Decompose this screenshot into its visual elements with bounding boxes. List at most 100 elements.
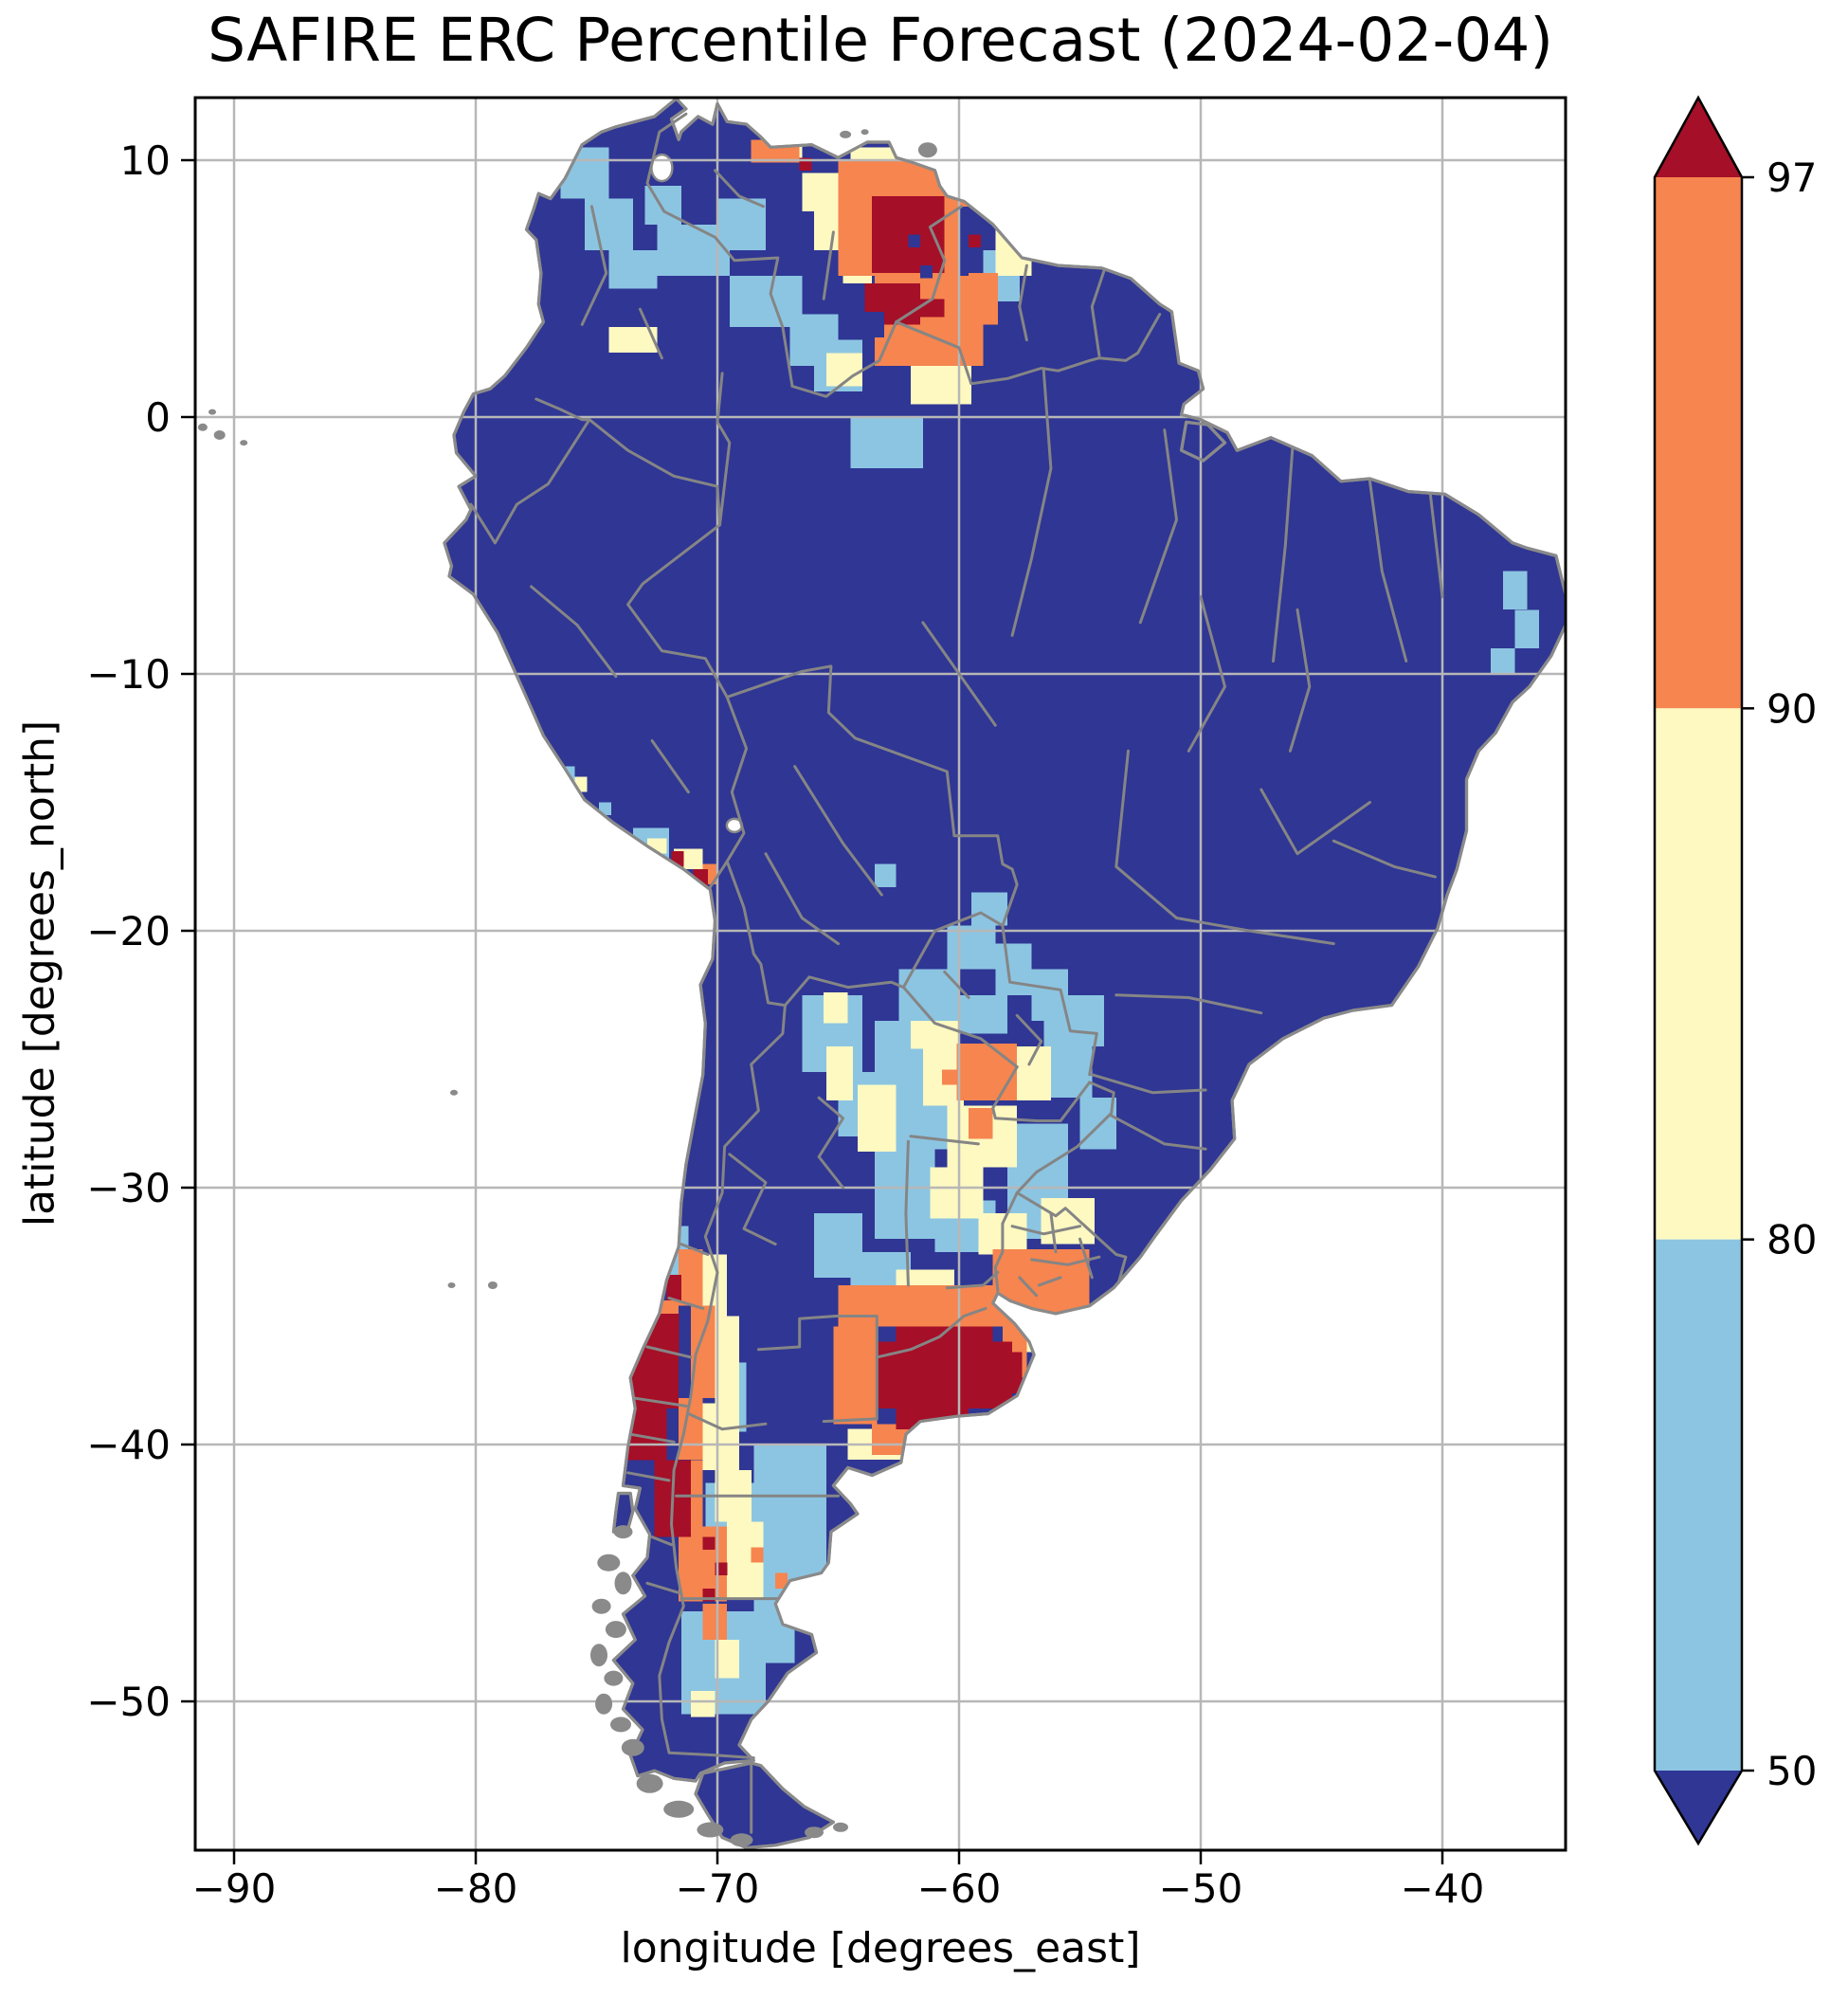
raster-cell-db [860, 311, 884, 337]
colorbar-extend-lower [1655, 1771, 1742, 1844]
admin-border-line [645, 112, 794, 388]
island [613, 1525, 633, 1539]
island [605, 1621, 626, 1639]
colorbar-segment-80-90 [1655, 708, 1742, 1240]
colorbar-tick-label: 90 [1766, 685, 1817, 732]
raster-cell-dr [920, 1428, 957, 1443]
island [833, 1822, 848, 1832]
plot-border [193, 96, 1567, 1852]
island [805, 1826, 824, 1839]
figure-title: SAFIRE ERC Percentile Forecast (2024-02-… [208, 6, 1553, 75]
raster-cell-or [942, 1069, 957, 1085]
admin-border-line [822, 1417, 879, 1424]
map-area [195, 98, 1566, 1850]
admin-border-line [1259, 788, 1371, 856]
admin-border-line [628, 1432, 676, 1444]
admin-border-line [1015, 1081, 1115, 1194]
raster-cell-cr [702, 1403, 739, 1471]
y-tick-label: 0 [145, 394, 171, 441]
raster-cell-dr [666, 1275, 681, 1301]
admin-border-line [904, 1139, 910, 1287]
admin-border-line [1037, 1276, 1062, 1287]
x-tick-label: −40 [1401, 1865, 1485, 1912]
raster-cell-db [908, 234, 921, 248]
admin-border-line [756, 1315, 838, 1352]
admin-border-line [945, 1270, 1000, 1290]
y-tick-label: −10 [86, 651, 171, 698]
raster-cell-lb [1502, 571, 1528, 610]
admin-border-line [728, 1153, 777, 1246]
admin-border-line [822, 230, 835, 300]
admin-border-line [1078, 1237, 1094, 1280]
y-tick-label: −40 [86, 1422, 171, 1468]
admin-border-line [650, 739, 690, 794]
admin-border-line [909, 1135, 980, 1146]
raster-cell-lb [995, 943, 1032, 995]
admin-border-line [716, 372, 732, 527]
raster-cell-cr [911, 1020, 959, 1049]
admin-border-line [645, 1581, 683, 1595]
admin-border-line [1090, 1073, 1207, 1095]
admin-border-line [783, 975, 905, 1008]
x-tick-label: −50 [1159, 1865, 1243, 1912]
island [621, 1738, 644, 1756]
admin-border-line [588, 418, 721, 527]
island [697, 1822, 724, 1838]
raster-cell-lb [874, 863, 897, 887]
raster-cell-lb [717, 198, 766, 250]
raster-cell-dr [1005, 1352, 1023, 1393]
raster-cell-or [751, 1547, 764, 1563]
island [591, 1598, 611, 1614]
admin-border-line [1175, 917, 1335, 946]
admin-border-line [580, 205, 608, 326]
admin-border-line [530, 585, 618, 679]
raster-cell-dr [920, 299, 945, 318]
island [447, 1282, 456, 1288]
raster-cell-or [872, 1424, 979, 1455]
admin-border-line [714, 169, 765, 209]
colorbar-tick-label: 97 [1766, 154, 1817, 201]
raster-cell-or [992, 1249, 1090, 1314]
x-tick-label: −60 [917, 1865, 1002, 1912]
admin-border-line [764, 852, 840, 946]
admin-border-line [645, 1345, 693, 1359]
island [590, 1644, 607, 1667]
graticule-gridlines [195, 98, 1566, 1850]
admin-border-line [534, 397, 591, 422]
y-tick-label: −50 [86, 1679, 171, 1725]
raster-cell-cr [825, 1046, 853, 1100]
raster-cell-db [920, 265, 933, 279]
admin-border-line [1018, 1276, 1039, 1298]
admin-border-line [1288, 608, 1312, 753]
island [450, 1089, 458, 1096]
admin-border-line [1049, 1211, 1058, 1254]
island [240, 440, 248, 446]
admin-border-line [1015, 1013, 1043, 1066]
admin-border-line [667, 1297, 705, 1310]
y-tick-label: −30 [86, 1165, 171, 1211]
raster-cell-lb [850, 417, 923, 469]
colorbar: 97 90 80 50 [1653, 95, 1817, 1846]
admin-border-line [679, 1243, 710, 1256]
raster-cell-lb [947, 925, 996, 970]
x-tick-label: −80 [434, 1865, 518, 1912]
admin-border-line [875, 1306, 987, 1359]
raster-cell-or [956, 1044, 1018, 1100]
raster-cell-dr [702, 1536, 716, 1551]
raster-cell-or [833, 1326, 878, 1425]
raster-cell-cr [715, 1316, 739, 1404]
admin-border-line [633, 1396, 688, 1408]
admin-border-line [650, 1536, 673, 1547]
admin-border-line [1114, 993, 1263, 1015]
raster-cell-cr [715, 1640, 739, 1679]
y-axis-label: latitude [degrees_north] [15, 719, 64, 1227]
admin-border-line [901, 986, 1019, 1069]
admin-border-line [626, 523, 729, 699]
admin-border-line [686, 1412, 768, 1431]
raster-cell-cr [802, 173, 839, 212]
admin-border-line [790, 320, 898, 398]
admin-border-line [1272, 446, 1295, 663]
admin-border-line [1030, 1255, 1101, 1266]
x-tick-label: −70 [676, 1865, 760, 1912]
